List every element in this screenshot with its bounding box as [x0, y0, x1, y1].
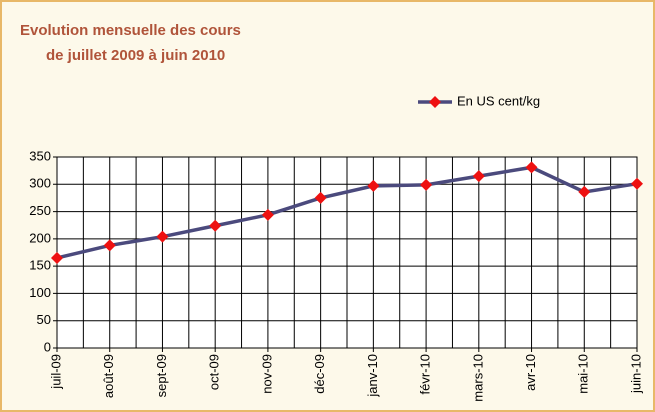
- marker: [103, 239, 116, 252]
- x-tick-label: mars-10: [470, 354, 485, 402]
- marker: [51, 251, 63, 264]
- x-tick-label: mai-10: [576, 354, 591, 394]
- marker: [156, 230, 169, 243]
- y-tick-label: 200: [29, 230, 51, 245]
- legend-marker: [429, 96, 441, 108]
- chart-title: Evolution mensuelle des cours: [20, 22, 241, 39]
- marker: [420, 178, 433, 191]
- x-tick-label: avr-10: [523, 354, 538, 391]
- x-tick-label: oct-09: [207, 354, 222, 390]
- y-tick-label: 50: [37, 312, 51, 327]
- series-line: [56, 165, 638, 260]
- x-tick-label: janv-10: [365, 354, 380, 398]
- y-tick-label: 350: [29, 148, 51, 163]
- marker: [261, 208, 274, 221]
- x-tick-label: déc-09: [312, 354, 327, 394]
- chart-title: de juillet 2009 à juin 2010: [46, 47, 225, 64]
- y-tick-label: 100: [29, 285, 51, 300]
- marker: [367, 179, 380, 192]
- marker: [631, 177, 643, 190]
- marker: [209, 219, 222, 232]
- x-tick-label: sept-09: [154, 354, 169, 397]
- marker: [525, 161, 538, 174]
- marker: [472, 170, 485, 183]
- x-tick-label: févr-10: [418, 354, 433, 394]
- y-tick-label: 300: [29, 176, 51, 191]
- x-tick-label: août-09: [101, 354, 116, 398]
- x-tick-label: juil-09: [48, 354, 63, 390]
- legend-label: En US cent/kg: [457, 93, 540, 108]
- marker: [578, 185, 591, 198]
- x-tick-label: nov-09: [259, 354, 274, 394]
- y-tick-label: 150: [29, 258, 51, 273]
- y-tick-label: 250: [29, 203, 51, 218]
- y-tick-label: 0: [44, 339, 51, 354]
- marker: [314, 191, 327, 204]
- x-tick-label: juin-10: [628, 354, 643, 394]
